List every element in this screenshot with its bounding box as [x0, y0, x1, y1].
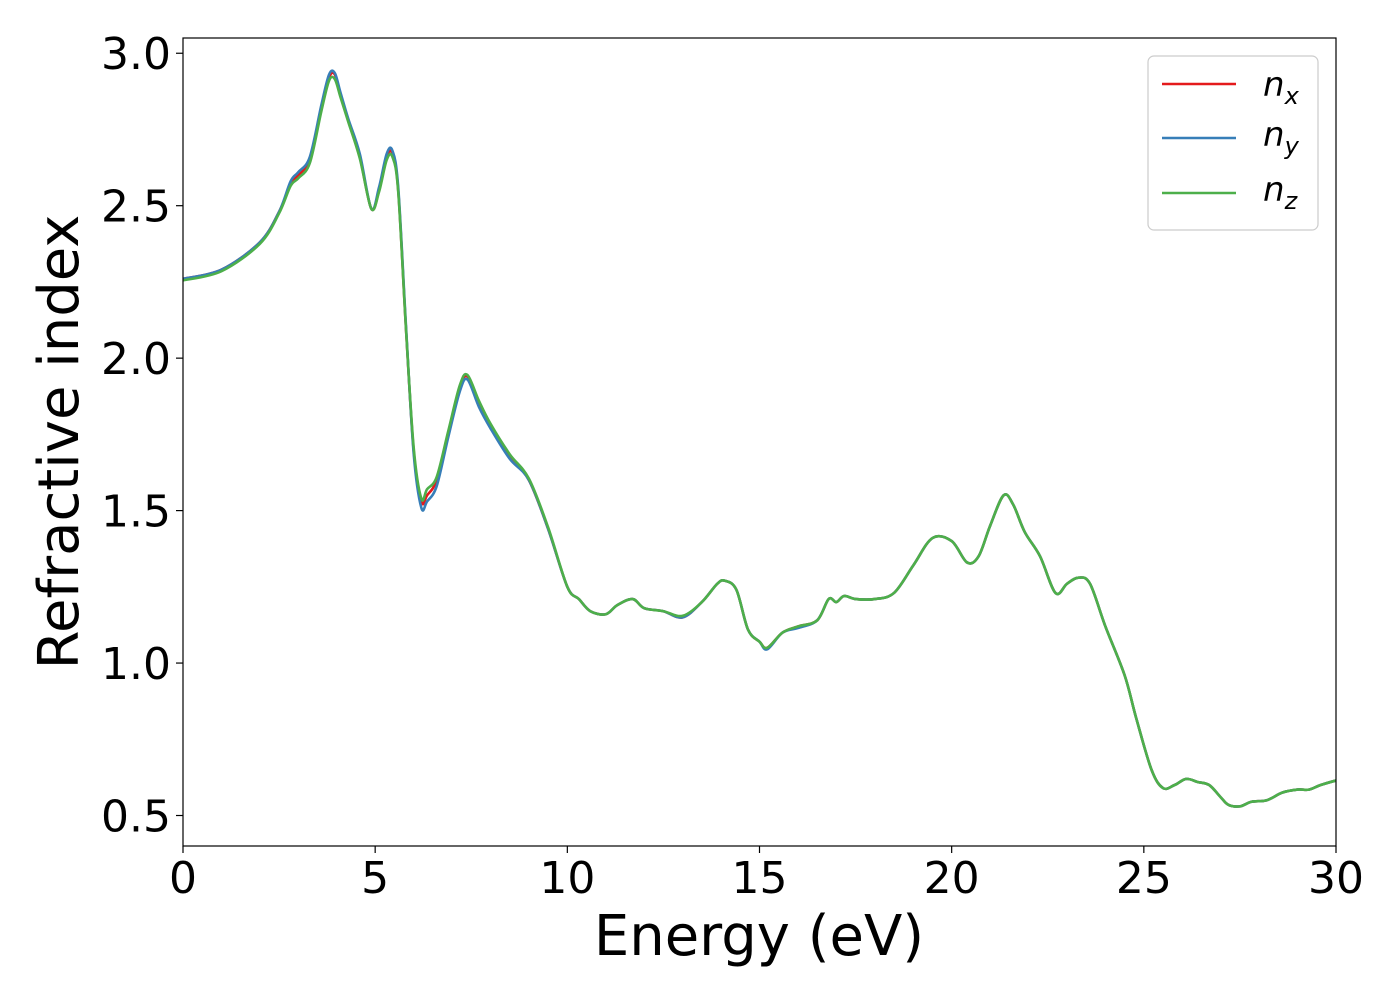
y-tick-label: 1.5	[101, 487, 171, 538]
x-tick-label: 15	[732, 853, 788, 904]
plot-background	[183, 38, 1336, 846]
legend-label-nx: nx	[1263, 65, 1300, 110]
x-tick-label: 20	[924, 853, 980, 904]
y-axis-title: Refractive index	[27, 215, 92, 670]
y-tick-label: 2.5	[101, 182, 171, 233]
y-tick-label: 3.0	[101, 29, 171, 80]
series-line-nz	[182, 75, 1337, 808]
x-tick-label: 10	[539, 853, 595, 904]
legend-box	[1147, 55, 1319, 231]
y-tick-label: 2.0	[101, 334, 171, 385]
legend-nx-base: n	[1263, 65, 1285, 105]
x-axis-title: Energy (eV)	[594, 904, 924, 969]
legend-nz-base: n	[1263, 170, 1285, 210]
legend-ny-sub: y	[1284, 132, 1300, 160]
legend-label-ny: ny	[1263, 115, 1300, 160]
x-tick-label: 30	[1308, 853, 1364, 904]
x-axis-ticks: 0 5 10 15 20 25 30	[169, 846, 1364, 904]
legend-ny-base: n	[1263, 115, 1285, 155]
y-tick-label: 0.5	[101, 792, 171, 843]
x-tick-label: 0	[169, 853, 197, 904]
legend-label-nz: nz	[1263, 170, 1299, 215]
x-tick-label: 25	[1116, 853, 1172, 904]
y-axis-ticks: 0.5 1.0 1.5 2.0 2.5 3.0	[101, 29, 183, 843]
legend: nx ny nz	[1147, 55, 1319, 231]
legend-nx-sub: x	[1284, 82, 1300, 110]
y-tick-label: 1.0	[101, 639, 171, 690]
series-layer	[182, 69, 1337, 808]
x-tick-label: 5	[361, 853, 389, 904]
legend-nz-sub: z	[1284, 187, 1299, 215]
